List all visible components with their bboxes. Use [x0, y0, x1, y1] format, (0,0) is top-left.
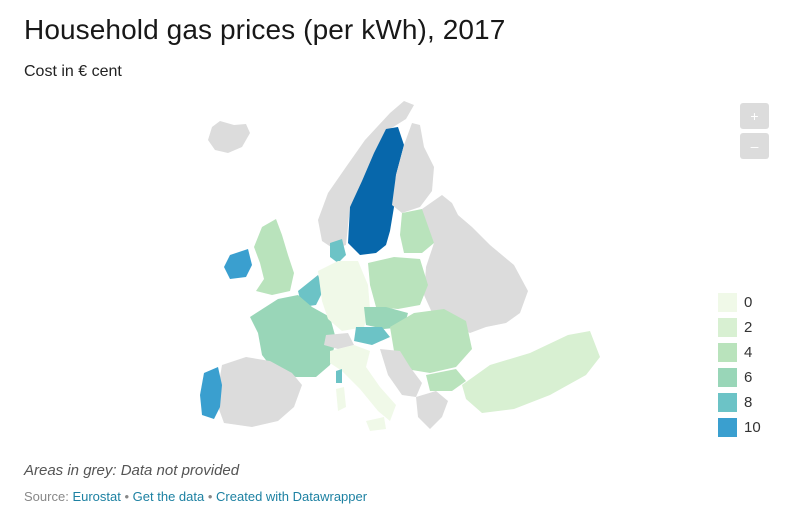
region-france[interactable]	[250, 295, 336, 377]
legend-item: 8	[718, 390, 761, 415]
region-denmark[interactable]	[330, 239, 346, 263]
legend-label: 0	[744, 294, 753, 311]
legend-swatch	[718, 393, 737, 412]
legend-swatch	[718, 318, 737, 337]
legend-label: 8	[744, 394, 753, 411]
region-portugal[interactable]	[200, 367, 222, 419]
legend-item: 2	[718, 315, 761, 340]
legend-swatch	[718, 368, 737, 387]
legend-label: 4	[744, 344, 753, 361]
chart-subtitle: Cost in € cent	[24, 63, 122, 80]
legend-item: 6	[718, 365, 761, 390]
region-sardinia[interactable]	[336, 387, 346, 411]
region-switzerland[interactable]	[324, 333, 354, 349]
region-turkey[interactable]	[462, 331, 600, 413]
get-data-link[interactable]: Get the data	[132, 489, 205, 504]
legend-item: 0	[718, 290, 761, 315]
region-austria[interactable]	[354, 327, 390, 345]
europe-map[interactable]	[190, 95, 610, 445]
legend-swatch	[718, 343, 737, 362]
legend-swatch	[718, 418, 737, 437]
region-finland[interactable]	[392, 123, 434, 213]
region-italy[interactable]	[330, 345, 396, 421]
zoom-in-button[interactable]: +	[740, 103, 769, 129]
legend-item: 4	[718, 340, 761, 365]
source-prefix: Source:	[24, 489, 69, 504]
region-uk[interactable]	[254, 219, 294, 295]
separator: •	[207, 489, 213, 504]
datawrapper-link[interactable]: Created with Datawrapper	[216, 489, 368, 504]
separator: •	[124, 489, 130, 504]
region-germany[interactable]	[318, 261, 370, 331]
legend-item: 10	[718, 415, 761, 440]
region-iceland[interactable]	[208, 121, 250, 153]
zoom-out-button[interactable]: –	[740, 133, 769, 159]
region-corsica[interactable]	[336, 369, 342, 383]
legend-swatch	[718, 293, 737, 312]
region-poland[interactable]	[368, 257, 428, 309]
region-hungary-romania[interactable]	[390, 309, 472, 373]
source-line: Source: Eurostat • Get the data • Create…	[24, 489, 367, 504]
region-sicily[interactable]	[366, 417, 386, 431]
region-baltics[interactable]	[400, 209, 434, 253]
region-benelux[interactable]	[298, 275, 324, 307]
region-ireland[interactable]	[224, 249, 252, 279]
region-bulgaria[interactable]	[426, 369, 466, 391]
legend-label: 10	[744, 419, 761, 436]
region-greece[interactable]	[416, 391, 448, 429]
region-balkans-no-data[interactable]	[380, 349, 422, 397]
source-link[interactable]: Eurostat	[72, 489, 121, 504]
region-norway[interactable]	[318, 101, 414, 249]
color-legend: 0 2 4 6 8 10	[718, 290, 761, 440]
region-sweden[interactable]	[348, 127, 404, 255]
chart-title: Household gas prices (per kWh), 2017	[24, 14, 506, 45]
region-spain[interactable]	[216, 357, 302, 427]
legend-label: 2	[744, 319, 753, 336]
no-data-note: Areas in grey: Data not provided	[24, 462, 240, 479]
region-east-no-data[interactable]	[422, 195, 528, 333]
legend-label: 6	[744, 369, 753, 386]
